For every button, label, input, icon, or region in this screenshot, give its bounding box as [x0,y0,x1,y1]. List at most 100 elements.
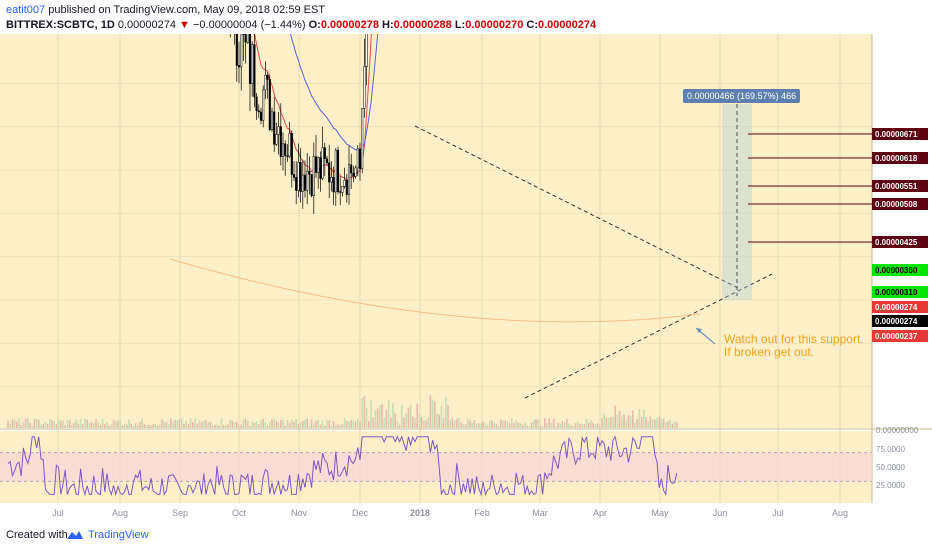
time-tick-label: Nov [291,508,308,518]
volume-bar [640,416,643,428]
volume-bar [16,421,18,428]
candle-body [330,177,333,183]
volume-bar [218,425,220,428]
price-chart[interactable]: 75.0000 50.0000 25.0000 0.000008000.000007… [0,34,932,520]
volume-bar [374,410,377,428]
volume-bar [658,416,660,428]
volume-bar [612,416,614,428]
volume-bar [427,417,429,428]
candle-body [281,143,285,157]
volume-bar [379,405,381,428]
open-label: O: [308,19,321,31]
volume-bar [132,425,135,428]
time-tick-label: Aug [112,508,128,518]
rsi-tick-label: 50.0000 [876,463,905,472]
grid-lines [0,34,932,503]
volume-bar [497,425,500,428]
candle-body [297,161,300,191]
candle-body [310,174,313,196]
candle-body [257,110,260,113]
volume-bar [84,418,86,428]
volume-bar [508,423,511,428]
volume-bar [401,405,403,428]
volume-bar [288,422,291,428]
volume-bar [68,419,71,428]
volume-bar [368,421,370,428]
volume-bar [163,421,165,428]
volume-bar [634,422,636,428]
volume-bar [447,405,449,428]
volume-bar [566,418,568,428]
volume-bar [552,418,555,428]
volume-bar [200,421,203,428]
volume-bar [583,423,586,428]
volume-bar [614,405,616,428]
volume-bar [101,418,104,428]
volume-bar [282,419,284,428]
volume-bar [482,422,484,428]
volume-bar [403,417,405,428]
volume-bar [599,424,601,428]
volume-bar [405,413,407,428]
volume-bar [297,424,300,428]
volume-bar [280,420,282,428]
volume-bar [130,423,132,428]
footer: Created with TradingView [0,520,932,550]
volume-bar [522,425,524,428]
volume-bar [134,423,137,428]
volume-bar [335,425,337,428]
candle-body [361,108,364,169]
volume-bar [40,424,42,428]
author-link[interactable]: eatit007 [6,4,46,16]
tradingview-brand-link[interactable]: TradingView [88,529,149,541]
volume-bar [57,419,60,428]
candle-body [264,74,267,91]
volume-bar [425,420,427,428]
candle-body [273,111,276,145]
volume-bar [75,419,77,428]
volume-bar [585,418,588,428]
volume-bar [214,425,216,428]
time-tick-label: 2018 [410,508,430,518]
price-axis[interactable]: 0.000008000.000007000.000006000.00000500… [876,34,919,435]
volume-bar [240,424,242,428]
volume-bar [315,420,317,428]
candle-body [290,133,293,175]
volume-bar [117,420,119,428]
time-axis[interactable]: Jul Aug Sep Oct Nov Dec 2018 Feb Mar Apr May Jun Jul… [52,508,848,518]
candle-body [268,79,271,130]
volume-bar [484,423,487,428]
volume-bar [104,424,106,428]
volume-bar [332,420,335,428]
volume-bar [671,423,674,428]
volume-bar [568,423,570,428]
time-tick-label: Feb [474,508,490,518]
volume-bar [299,422,302,428]
candle-body [244,34,247,43]
volume-bar [645,417,647,428]
volume-bar [363,395,366,428]
volume-bar [277,422,280,428]
candle-body [235,34,238,66]
volume-bar [493,422,495,428]
volume-bar [106,422,108,428]
volume-bar [44,421,47,428]
volume-bar [308,425,311,428]
volume-bar [489,420,491,428]
candle-body [312,156,315,196]
candle-body [354,167,357,177]
volume-bar [233,422,236,428]
rsi-line [7,435,678,497]
drawing-tools[interactable] [0,34,872,399]
volume-bar [473,420,476,428]
volume-bar [548,418,550,428]
volume-bar [29,422,31,428]
price-label-red: 0.00000274 [875,303,918,312]
volume-bar [266,425,269,428]
annotation-arrowhead-icon [696,328,702,333]
volume-bar [381,404,383,428]
volume-bar [533,419,535,428]
volume-bar [515,420,517,428]
volume-bar [112,419,115,428]
volume-bar [328,420,330,428]
